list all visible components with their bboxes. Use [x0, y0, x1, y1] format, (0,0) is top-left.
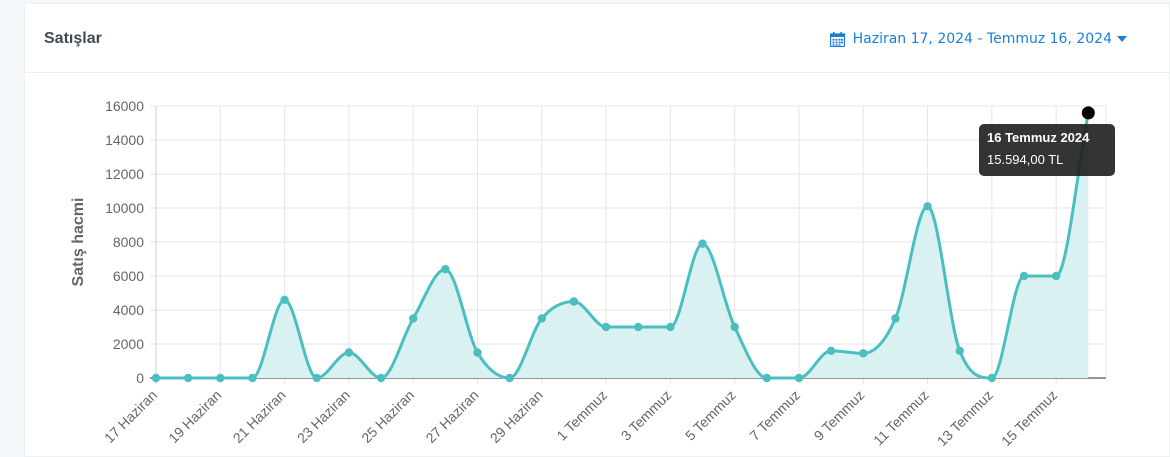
y-tick-label: 8000: [113, 234, 144, 250]
data-point: [794, 373, 804, 383]
y-tick-label: 14000: [105, 132, 144, 148]
chart-tooltip: 16 Temmuz 2024 15.594,00 TL: [979, 124, 1115, 176]
date-range-label: Haziran 17, 2024 - Temmuz 16, 2024: [852, 31, 1112, 47]
data-point: [859, 349, 868, 358]
x-tick-label: 7 Temmuz: [746, 387, 803, 444]
card-header: Satışlar Haziran 17, 2024 - Temmuz 16, 2…: [25, 4, 1169, 73]
data-point: [601, 322, 611, 332]
tooltip-value: 15.594,00 TL: [987, 152, 1064, 167]
x-tick-label: 23 Haziran: [294, 387, 353, 446]
y-tick-label: 2000: [113, 336, 144, 352]
data-point: [344, 348, 354, 357]
x-tick-label: 11 Temmuz: [870, 387, 932, 449]
data-point: [473, 348, 482, 357]
x-tick-label: 21 Haziran: [230, 387, 289, 446]
x-tick-label: 3 Temmuz: [618, 387, 675, 444]
data-point: [666, 322, 675, 332]
x-tick-label: 19 Haziran: [165, 387, 224, 446]
data-point: [987, 373, 997, 383]
y-axis-title: Satış hacmi: [70, 198, 87, 287]
data-point: [569, 297, 579, 306]
y-tick-label: 4000: [113, 302, 144, 318]
data-point: [923, 202, 932, 211]
y-tick-label: 10000: [105, 200, 144, 216]
data-point: [280, 295, 289, 304]
x-tick-label: 17 Haziran: [101, 387, 160, 446]
data-point: [376, 373, 386, 383]
y-tick-label: 12000: [105, 166, 144, 182]
data-point: [762, 373, 772, 383]
tooltip-title: 16 Temmuz 2024: [987, 130, 1090, 145]
x-tick-label: 25 Haziran: [358, 387, 417, 446]
active-data-point: [1081, 106, 1095, 120]
data-point: [248, 373, 257, 383]
y-tick-label: 6000: [113, 268, 144, 284]
data-point: [955, 346, 964, 355]
caret-down-icon: [1117, 36, 1127, 42]
x-tick-label: 29 Haziran: [487, 387, 546, 446]
series-area: [156, 112, 1089, 378]
x-tick-label: 27 Haziran: [422, 387, 481, 446]
data-point: [441, 265, 450, 274]
x-tick-label: 1 Temmuz: [553, 387, 610, 444]
calendar-icon: [829, 31, 845, 47]
data-point: [730, 322, 739, 332]
date-range-picker[interactable]: Haziran 17, 2024 - Temmuz 16, 2024: [829, 31, 1127, 47]
data-point: [408, 314, 418, 323]
data-point: [891, 314, 900, 323]
data-point: [505, 373, 514, 383]
x-tick-label: 15 Temmuz: [998, 387, 1060, 449]
x-tick-label: 13 Temmuz: [934, 387, 996, 449]
data-point: [826, 346, 836, 355]
card-title: Satışlar: [44, 30, 102, 47]
data-point: [698, 239, 707, 248]
data-point: [1019, 271, 1029, 281]
y-tick-label: 0: [136, 370, 144, 386]
data-point: [312, 373, 321, 383]
x-tick-label: 9 Temmuz: [811, 387, 868, 444]
sales-card: Satışlar Haziran 17, 2024 - Temmuz 16, 2…: [24, 3, 1170, 457]
data-point: [151, 373, 161, 383]
x-tick-label: 5 Temmuz: [682, 387, 739, 444]
data-point: [216, 373, 225, 383]
data-point: [183, 373, 193, 383]
data-point: [537, 314, 546, 323]
y-tick-label: 16000: [105, 98, 144, 114]
data-point: [1051, 271, 1061, 281]
data-point: [634, 322, 643, 332]
